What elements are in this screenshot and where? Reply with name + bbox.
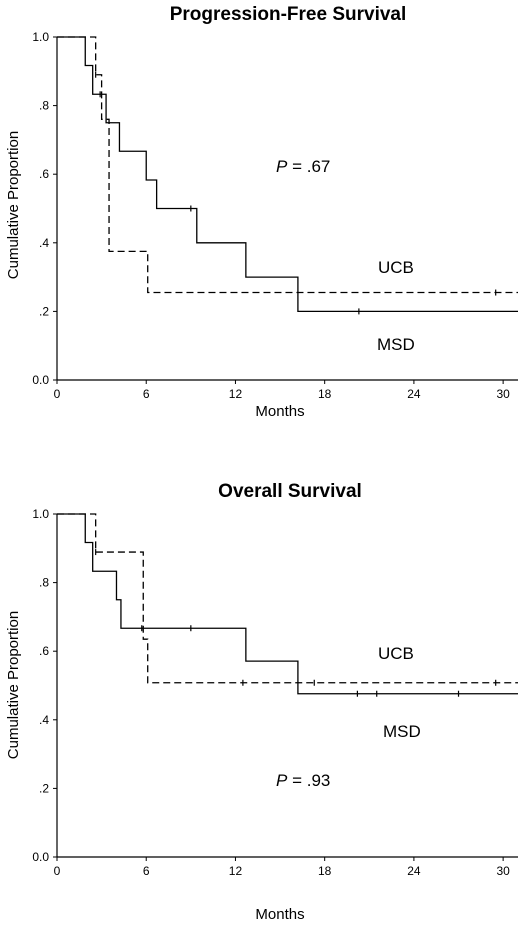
x-tick-label: 6 <box>143 864 150 878</box>
y-tick-label: .6 <box>39 167 49 181</box>
x-tick-label: 24 <box>407 387 421 401</box>
chart-title: Progression-Free Survival <box>170 4 407 25</box>
y-tick-label: 0.0 <box>32 850 49 864</box>
series-line-ucb <box>57 513 518 684</box>
p-value: P = .93 <box>276 771 330 790</box>
y-axis-label: Cumulative Proportion <box>5 611 22 759</box>
x-axis-label: Months <box>255 403 304 420</box>
panel-progression-free: Progression-Free Survival Cumulative Pro… <box>5 4 518 420</box>
panel-overall-survival: Overall Survival Cumulative Proportion M… <box>5 481 518 923</box>
x-tick-label: 30 <box>496 387 510 401</box>
x-tick-label: 6 <box>143 387 150 401</box>
legend-msd: MSD <box>383 722 421 741</box>
p-value-symbol: P <box>276 157 288 176</box>
x-tick-label: 12 <box>229 387 243 401</box>
y-tick-label: .4 <box>39 236 49 250</box>
p-value-number: = .67 <box>287 157 330 176</box>
y-axis-label: Cumulative Proportion <box>5 131 22 279</box>
y-tick-label: .6 <box>39 644 49 658</box>
legend-ucb: UCB <box>378 258 414 277</box>
y-tick-label: 0.0 <box>32 373 49 387</box>
plot-area-overall-survival: 0.0 .2 .4 .6 .8 1.0 0 6 12 18 24 30 <box>32 507 518 878</box>
y-tick-label: .4 <box>39 713 49 727</box>
series-line-msd <box>57 36 518 313</box>
p-value-number: = .93 <box>287 771 330 790</box>
x-axis-label: Months <box>255 906 304 923</box>
p-value-symbol: P <box>276 771 288 790</box>
y-tick-label: 1.0 <box>32 30 49 44</box>
x-tick-label: 12 <box>229 864 243 878</box>
x-tick-label: 18 <box>318 864 332 878</box>
p-value: P = .67 <box>276 157 330 176</box>
plot-area-progression-free: 0.0 .2 .4 .6 .8 1.0 0 6 12 18 24 30 <box>32 30 518 401</box>
x-tick-label: 0 <box>54 864 61 878</box>
y-tick-label: .8 <box>39 99 49 113</box>
legend-ucb: UCB <box>378 644 414 663</box>
y-tick-label: .2 <box>39 304 49 318</box>
series-line-ucb <box>57 36 518 294</box>
x-tick-label: 0 <box>54 387 61 401</box>
y-tick-label: .8 <box>39 576 49 590</box>
x-tick-label: 18 <box>318 387 332 401</box>
x-tick-label: 24 <box>407 864 421 878</box>
legend-msd: MSD <box>377 335 415 354</box>
x-tick-label: 30 <box>496 864 510 878</box>
y-tick-label: 1.0 <box>32 507 49 521</box>
y-tick-label: .2 <box>39 781 49 795</box>
series-line-msd <box>57 513 518 695</box>
chart-title: Overall Survival <box>218 481 362 502</box>
